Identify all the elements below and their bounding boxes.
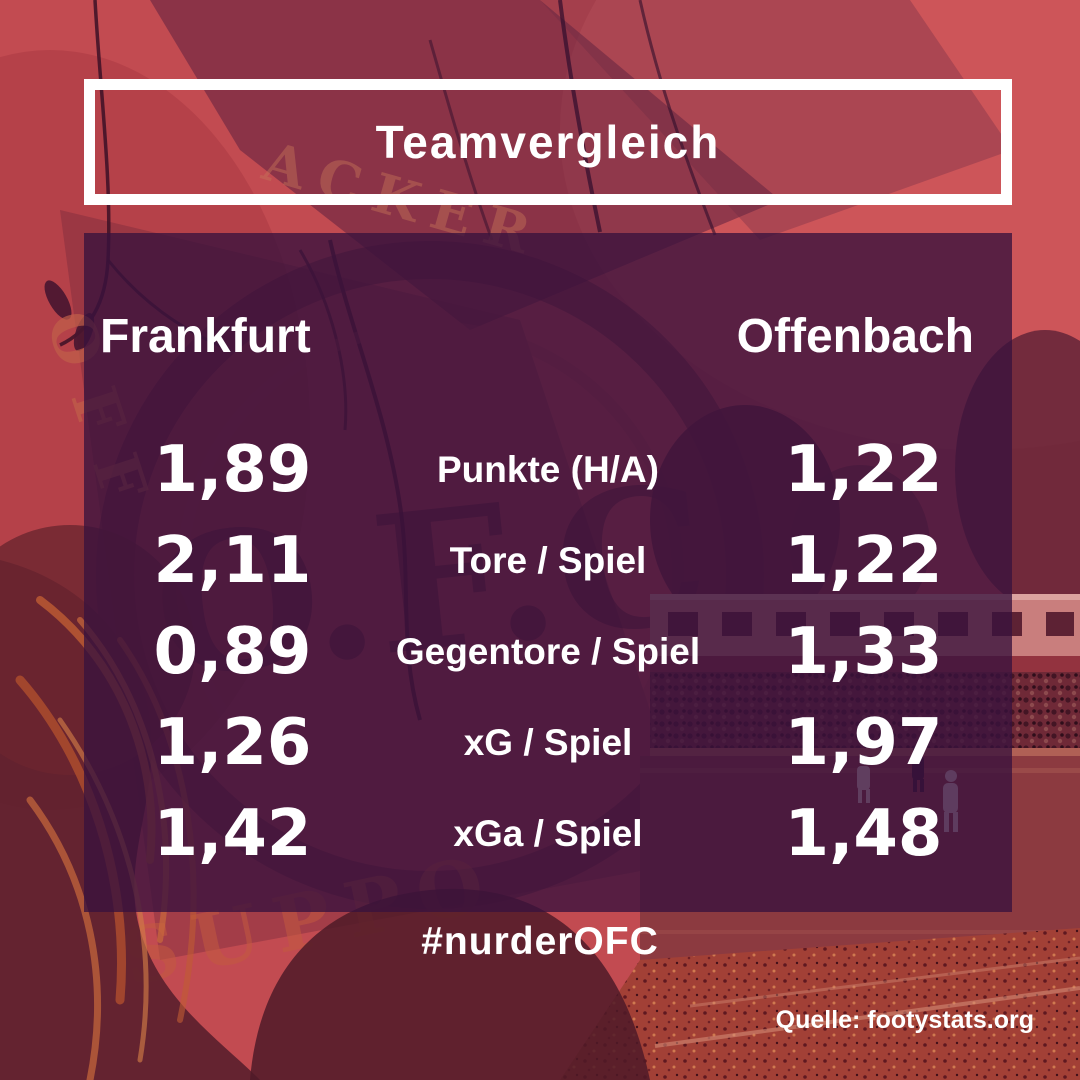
stat-label: Tore / Spiel — [449, 539, 647, 581]
track-line — [654, 986, 1080, 1048]
leaf-shape — [44, 280, 72, 320]
stat-value-home: 1,42 — [153, 796, 312, 871]
stat-label: Gegentore / Spiel — [395, 630, 701, 672]
stat-value-home: 1,26 — [153, 705, 312, 780]
stat-value-home: 0,89 — [153, 614, 312, 689]
stat-value-away: 1,22 — [784, 523, 943, 598]
team-header-row: Frankfurt Offenbach — [84, 305, 1012, 367]
track-line — [689, 956, 1080, 1008]
hashtag: #nurderOFC — [421, 920, 659, 963]
stat-value-away: 1,48 — [784, 796, 943, 871]
stat-value-away: 1,22 — [784, 432, 943, 507]
spectator-shoulder-silhouette — [250, 888, 650, 1080]
field-line — [640, 930, 1080, 934]
flag-fold-shape — [540, 0, 1012, 240]
stats-panel: Frankfurt Offenbach 1,89 Punkte (H/A) 1,… — [84, 233, 1012, 912]
team-name-away: Offenbach — [736, 309, 974, 363]
stat-value-away: 1,33 — [784, 614, 943, 689]
stat-label: xGa / Spiel — [453, 812, 643, 854]
stat-label: xG / Spiel — [463, 721, 633, 763]
stat-value-home: 2,11 — [153, 523, 312, 598]
stats-table: 1,89 Punkte (H/A) 1,22 2,11 Tore / Spiel… — [84, 424, 1012, 879]
team-name-home: Frankfurt — [100, 309, 311, 363]
stat-value-away: 1,97 — [784, 705, 943, 780]
stat-value-home: 1,89 — [153, 432, 312, 507]
title-box: Teamvergleich — [84, 79, 1012, 205]
stat-label: Punkte (H/A) — [437, 448, 659, 490]
page-title: Teamvergleich — [375, 116, 721, 168]
source-credit: Quelle: footystats.org — [775, 1006, 1034, 1034]
